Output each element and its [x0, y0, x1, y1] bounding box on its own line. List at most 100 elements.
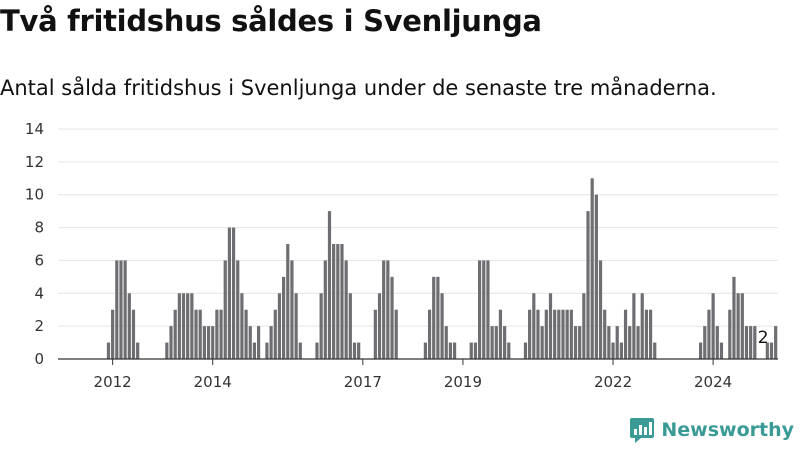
newsworthy-logo: Newsworthy: [629, 416, 794, 444]
y-tick-label: 0: [34, 350, 44, 368]
bar: [636, 326, 640, 359]
bar: [277, 293, 282, 359]
bar: [106, 342, 111, 359]
bar: [282, 276, 286, 359]
bar: [273, 309, 277, 359]
bar: [348, 293, 352, 359]
bar: [632, 293, 636, 359]
brand-name: Newsworthy: [661, 419, 794, 441]
bar: [769, 342, 774, 359]
bar: [523, 342, 528, 359]
bar: [444, 326, 448, 359]
gridlines: [58, 128, 778, 327]
y-tick-label: 2: [34, 317, 44, 335]
y-tick-label: 10: [25, 186, 44, 204]
bar: [753, 326, 757, 359]
bar: [202, 326, 206, 359]
bar: [323, 260, 327, 359]
bar: [594, 194, 598, 359]
bar: [699, 342, 703, 359]
chart-subtitle: Antal sålda fritidshus i Svenljunga unde…: [0, 76, 717, 100]
bar: [269, 326, 273, 359]
bar: [340, 244, 344, 359]
bar: [344, 260, 348, 359]
bar: [557, 309, 561, 359]
bar: [478, 260, 482, 359]
highlight-value-label: 2: [758, 328, 769, 348]
bar: [198, 309, 202, 359]
bar: [573, 326, 578, 359]
bar: [540, 326, 544, 359]
bar: [715, 326, 719, 359]
bar: [186, 293, 190, 359]
bar: [377, 293, 382, 359]
bar: [774, 326, 778, 359]
y-tick-label: 12: [25, 153, 44, 171]
bar: [386, 260, 390, 359]
bar: [423, 342, 427, 359]
bar: [611, 342, 615, 359]
bar: [131, 309, 136, 359]
bar: [440, 293, 444, 359]
bar: [473, 342, 478, 359]
bar: [448, 342, 453, 359]
bar: [136, 342, 140, 359]
bar: [569, 309, 573, 359]
bar: [227, 227, 231, 359]
bar: [127, 293, 131, 359]
bar: [707, 309, 711, 359]
bar: [749, 326, 753, 359]
bar: [390, 276, 394, 359]
bar: [565, 309, 569, 359]
bar: [628, 326, 632, 359]
bar: [644, 309, 648, 359]
y-tick-label: 14: [25, 120, 44, 138]
bar: [181, 293, 186, 359]
bar: [286, 244, 290, 359]
bar: [169, 326, 173, 359]
bar: [765, 342, 769, 359]
bar: [486, 260, 490, 359]
bar: [528, 309, 532, 359]
bar: [373, 309, 377, 359]
bar: [619, 342, 623, 359]
x-tick-label: 2012: [94, 373, 132, 391]
bar: [503, 326, 507, 359]
y-tick-label: 8: [34, 219, 44, 237]
bar: [319, 293, 323, 359]
bar: [532, 293, 536, 359]
bar: [394, 309, 398, 359]
bar: [219, 309, 223, 359]
x-tick-label: 2014: [194, 373, 232, 391]
y-tick-label: 6: [34, 251, 44, 269]
bar: [211, 326, 215, 359]
axes: 0 2 4 6 8 10 12 14 2012 2014 2017 2019 2022 2024: [25, 120, 778, 391]
bar: [578, 326, 582, 359]
bar: [703, 326, 707, 359]
bar: [123, 260, 127, 359]
bar: [544, 309, 548, 359]
bar: [536, 309, 540, 359]
bar: [719, 342, 724, 359]
bar: [653, 342, 657, 359]
bar: [223, 260, 227, 359]
bar: [548, 293, 553, 359]
bar: [598, 260, 603, 359]
bar: [648, 309, 653, 359]
bar: [740, 293, 744, 359]
bar: [215, 309, 219, 359]
bar: [173, 309, 177, 359]
bar: [427, 309, 432, 359]
bar: [240, 293, 244, 359]
bar: [115, 260, 119, 359]
bar: [206, 326, 211, 359]
bar: [590, 178, 594, 359]
x-tick-label: 2022: [594, 373, 632, 391]
bar: [294, 293, 298, 359]
bar: [177, 293, 181, 359]
bar: [327, 211, 332, 359]
bar: [561, 309, 565, 359]
bar: [452, 342, 457, 359]
bar: [332, 244, 336, 359]
